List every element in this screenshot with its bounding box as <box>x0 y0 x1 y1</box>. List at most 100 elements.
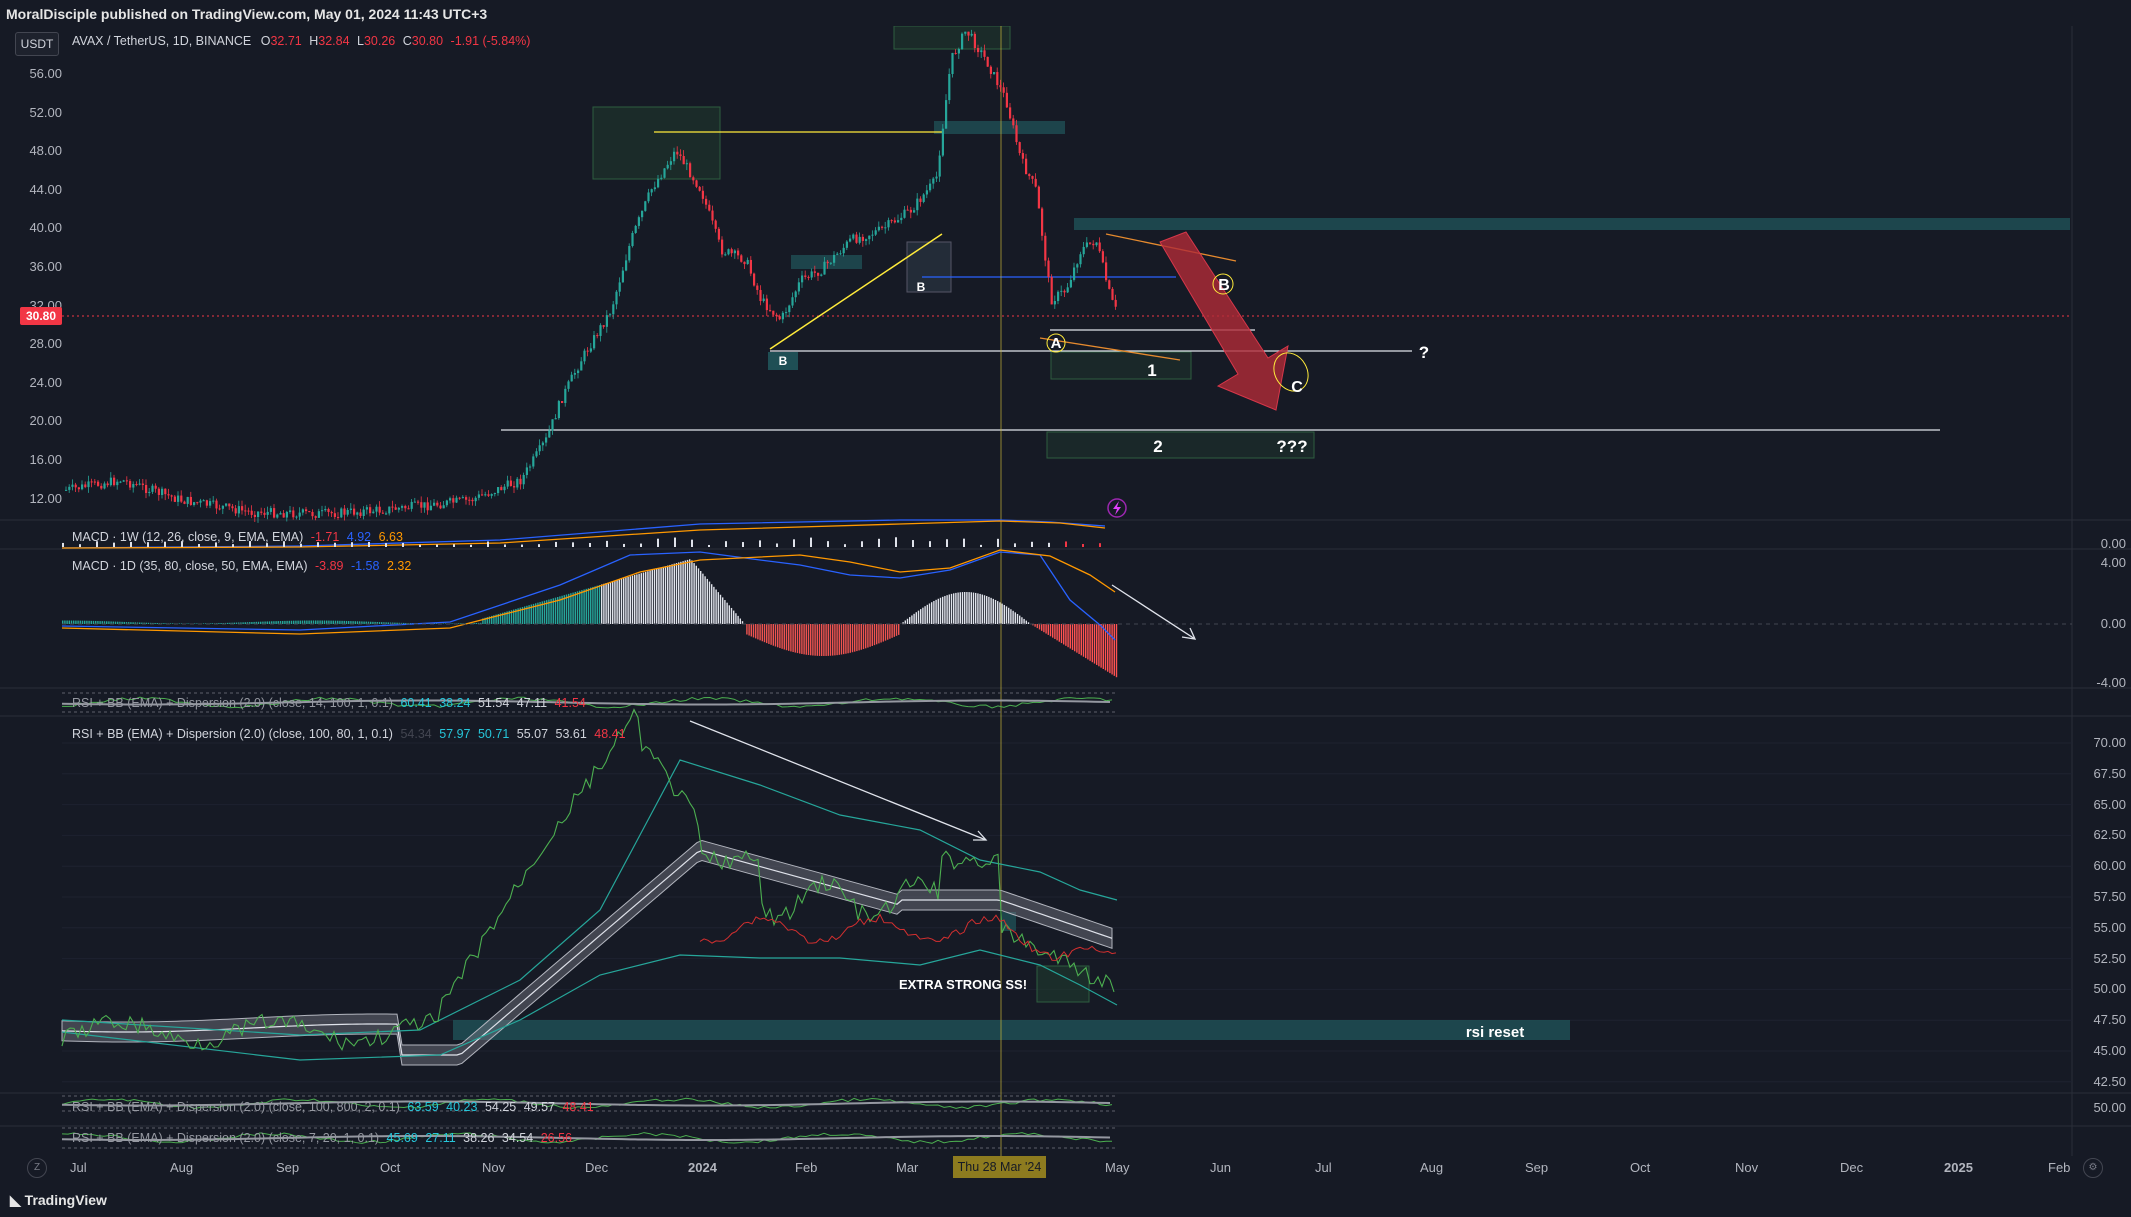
macd-1d-bar <box>488 616 491 624</box>
macd-1d-bar <box>1104 624 1107 671</box>
macd-1d-bar <box>77 620 79 624</box>
macd-1d-bar <box>1023 618 1025 624</box>
projection-arrow <box>1159 231 1289 411</box>
macd-1d-bar <box>1047 624 1049 635</box>
candle-body <box>1037 186 1040 209</box>
macd-1d-bar <box>343 620 345 624</box>
macd-1w-bar <box>674 537 676 547</box>
macd-1d-bar <box>299 620 301 624</box>
candle-body <box>311 511 314 517</box>
macd-1d-bar <box>211 623 213 624</box>
macd-1d-bar <box>801 624 803 654</box>
macd-1d-bar <box>400 622 403 624</box>
rsi-small-2-legend[interactable]: RSI + BB (EMA) + Dispersion (2.0) (close… <box>72 1100 594 1114</box>
candle-body <box>362 509 365 516</box>
candle-body <box>1028 174 1031 177</box>
macd-1w-bar <box>402 542 404 547</box>
candle-body <box>887 220 890 228</box>
macd-1d-bar <box>601 584 603 624</box>
macd-1d-bar <box>739 618 741 624</box>
macd-1d-bar <box>301 620 304 624</box>
candle-body <box>1111 288 1114 300</box>
candle-body <box>257 511 260 518</box>
candle-body <box>247 510 250 512</box>
macd-1d-bar <box>550 598 552 624</box>
candle-body <box>218 508 221 510</box>
macd-1d-bar <box>405 622 407 624</box>
macd-1d-bar <box>90 620 92 624</box>
macd-1d-bar <box>794 624 796 653</box>
candle-body <box>237 506 240 514</box>
candle-body <box>487 494 490 496</box>
candle-body <box>577 370 580 374</box>
rsi-axis-label: 50.00 <box>2093 981 2126 997</box>
candle-body <box>1044 235 1047 261</box>
macd-1d-bar <box>339 620 341 624</box>
candle-body <box>132 484 135 488</box>
candle-body <box>663 168 666 178</box>
macd-1d-bar <box>983 595 986 624</box>
macd-1d-bar <box>363 621 365 624</box>
macd-1d-bar <box>123 621 125 624</box>
macd-1d-bar <box>106 621 108 624</box>
zoom-button[interactable]: Z <box>27 1158 47 1178</box>
macd-1d-bar <box>117 621 119 624</box>
tradingview-logo[interactable]: ◣ TradingView <box>10 1192 107 1209</box>
macd-1d-bar <box>444 623 447 624</box>
candle-body <box>746 259 749 265</box>
macd-1d-signal <box>61 549 1116 635</box>
macd-1w-legend[interactable]: MACD · 1W (12, 26, close, 9, EMA, EMA) -… <box>72 530 403 544</box>
currency-button[interactable]: USDT <box>15 32 59 56</box>
rsi-small-3-legend[interactable]: RSI + BB (EMA) + Dispersion (2.0) (close… <box>72 1131 572 1145</box>
macd-1d-bar <box>526 605 528 624</box>
candle-body <box>241 506 244 511</box>
macd-1d-bar <box>451 623 453 624</box>
macd-1d-bar <box>262 621 264 624</box>
price-axis-label: 48.00 <box>29 143 62 159</box>
candle-body <box>1114 299 1117 307</box>
macd-1d-bar <box>959 592 961 624</box>
macd-1w-bar <box>844 544 846 547</box>
candle-body <box>228 503 231 507</box>
symbol-legend[interactable]: AVAX / TetherUS, 1D, BINANCE O32.71 H32.… <box>72 34 530 48</box>
candle-body <box>583 350 586 362</box>
candle-body <box>730 249 733 254</box>
macd-1d-bar <box>851 624 854 653</box>
macd-1d-legend[interactable]: MACD · 1D (35, 80, close, 50, EMA, EMA) … <box>72 559 411 573</box>
macd-1w-v2: 4.92 <box>346 530 372 544</box>
macd-1w-axis-label: 0.00 <box>2100 536 2126 551</box>
macd-1d-bar <box>972 592 975 624</box>
time-axis-label: 2025 <box>1944 1160 1973 1175</box>
candle-body <box>1092 243 1095 246</box>
macd-1d-bar <box>398 622 400 624</box>
candle-body <box>442 505 445 509</box>
candle-body <box>833 254 836 263</box>
candle-body <box>820 274 823 276</box>
macd-1d-bar <box>911 615 913 624</box>
candle-body <box>474 497 477 502</box>
rsi-small-3-v1: 45.69 <box>386 1131 418 1145</box>
candle-body <box>759 289 762 302</box>
macd-1d-bar <box>662 566 664 624</box>
time-axis-label: May <box>1105 1160 1130 1175</box>
macd-1d-axis-neg4: -4.00 <box>2096 675 2126 690</box>
rsi-axis-label: 62.50 <box>2093 827 2126 843</box>
macd-1w-bar <box>623 543 625 547</box>
macd-1d-bar <box>759 624 761 641</box>
settings-gear-icon[interactable]: ⚙ <box>2083 1158 2103 1178</box>
candle-body <box>177 495 180 502</box>
candle-body <box>253 514 256 518</box>
macd-1d-bar <box>594 586 596 624</box>
time-axis-label: Nov <box>1735 1160 1759 1175</box>
macd-1d-bar <box>557 597 559 624</box>
rsi-main-legend[interactable]: RSI + BB (EMA) + Dispersion (2.0) (close… <box>72 727 626 741</box>
candle-body <box>1050 276 1053 305</box>
rsi-small-1-legend[interactable]: RSI + BB (EMA) + Dispersion (2.0) (close… <box>72 696 586 710</box>
macd-1d-bar <box>286 620 288 624</box>
question-label: ? <box>1419 343 1429 362</box>
candle-body <box>625 260 628 271</box>
high-label: H <box>309 34 319 48</box>
chart-canvas[interactable]: B B A B C 1 2 ??? ? EXTRA STRONG SS! rsi… <box>0 26 2131 1156</box>
candle-body <box>490 494 493 496</box>
macd-1d-line <box>61 551 1116 641</box>
